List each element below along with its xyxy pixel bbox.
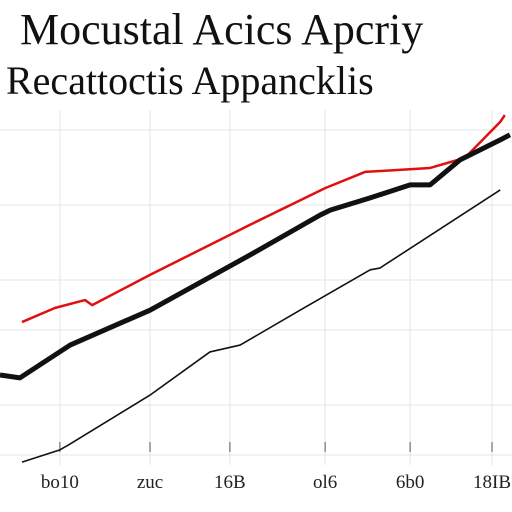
x-tick-label: ol6 [313, 472, 337, 493]
x-tick-label: 18IB [473, 472, 511, 493]
x-tick-label: 6b0 [396, 472, 425, 493]
line-series [0, 132, 512, 381]
chart-subtitle: Recattoctis Appancklis [6, 58, 374, 103]
h-grid [0, 129, 512, 456]
chart-title: Mocustal Acics Apcriy [20, 5, 423, 54]
x-tick-label: zuc [137, 472, 163, 493]
x-tick-label: 16B [214, 472, 246, 493]
x-tick-label: bo10 [41, 472, 79, 493]
line-series [21, 189, 501, 463]
